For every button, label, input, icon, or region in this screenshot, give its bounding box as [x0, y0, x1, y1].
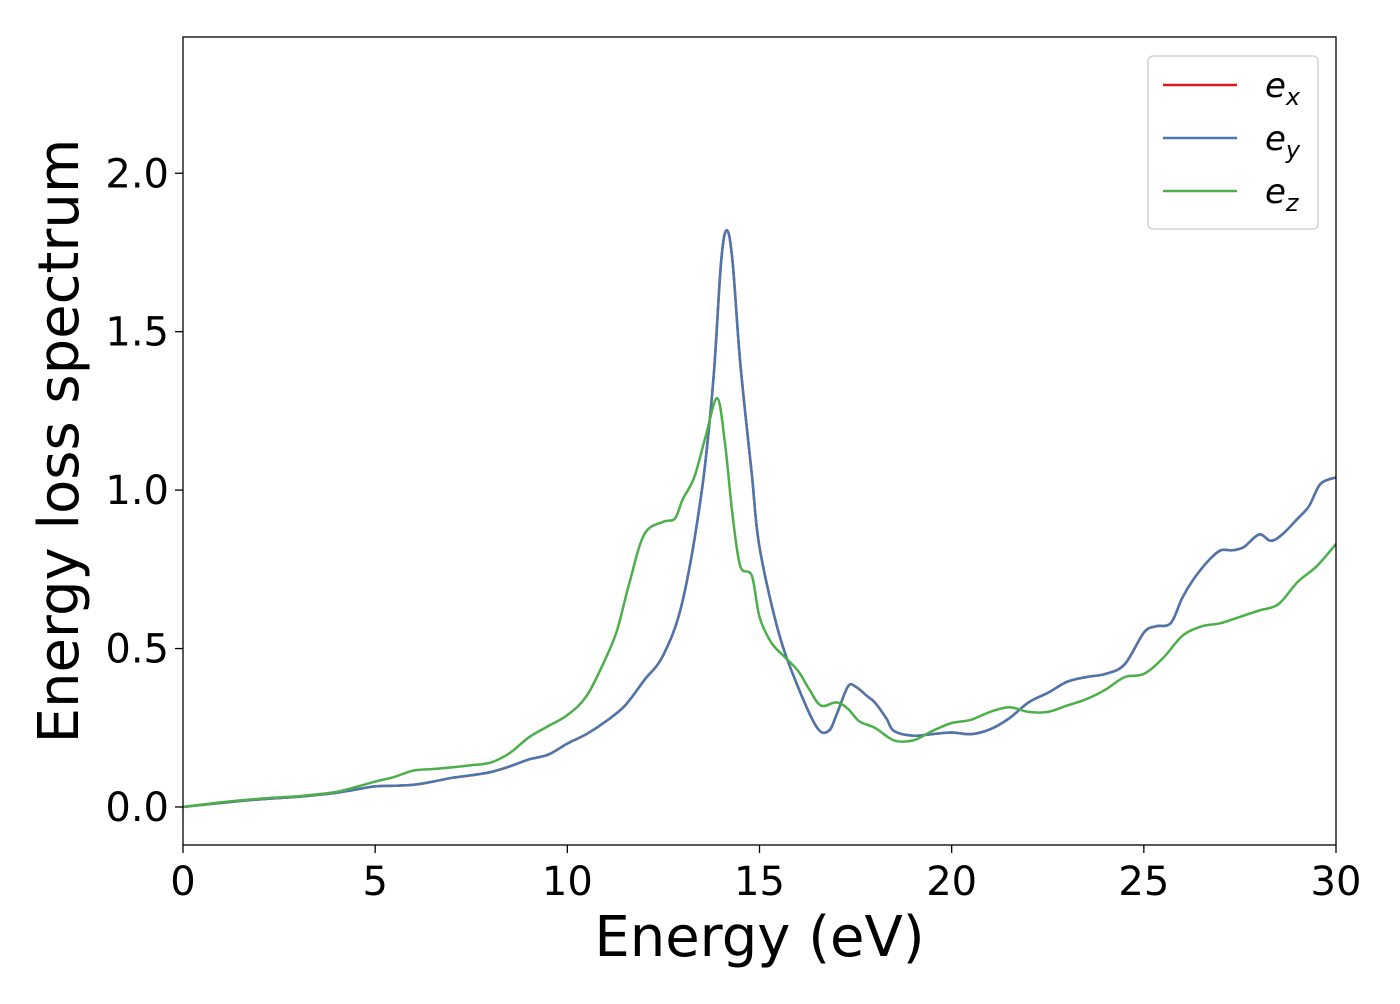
y-tick-label: 0.0 — [105, 785, 169, 831]
legend: ex ey ez — [1147, 55, 1319, 230]
series-layer — [182, 229, 1337, 809]
series-line-e-y — [182, 229, 1337, 809]
x-axis-title: Energy (eV) — [594, 905, 924, 970]
x-tick-label: 10 — [542, 859, 593, 905]
legend-frame — [1147, 55, 1319, 230]
x-tick-label: 5 — [362, 859, 387, 905]
series-line-e-z — [182, 396, 1337, 809]
y-tick-label: 0.5 — [105, 627, 169, 673]
x-axis-ticks: 0 5 10 15 20 25 30 — [170, 845, 1361, 905]
x-tick-label: 0 — [170, 859, 195, 905]
x-tick-label: 30 — [1311, 859, 1362, 905]
x-tick-label: 15 — [734, 859, 785, 905]
y-axis-ticks: 0.0 0.5 1.0 1.5 2.0 — [105, 151, 183, 831]
x-tick-label: 20 — [926, 859, 977, 905]
legend-label-e-x: ex — [1265, 66, 1301, 111]
y-tick-label: 1.0 — [105, 468, 169, 514]
legend-label-e-z: ez — [1265, 172, 1300, 217]
legend-label-e-y: ey — [1265, 119, 1301, 164]
y-tick-label: 2.0 — [105, 151, 169, 197]
x-tick-label: 25 — [1118, 859, 1169, 905]
y-axis-title: Energy loss spectrum — [27, 139, 92, 744]
series-line-e-x — [182, 229, 1337, 809]
y-tick-label: 1.5 — [105, 310, 169, 356]
